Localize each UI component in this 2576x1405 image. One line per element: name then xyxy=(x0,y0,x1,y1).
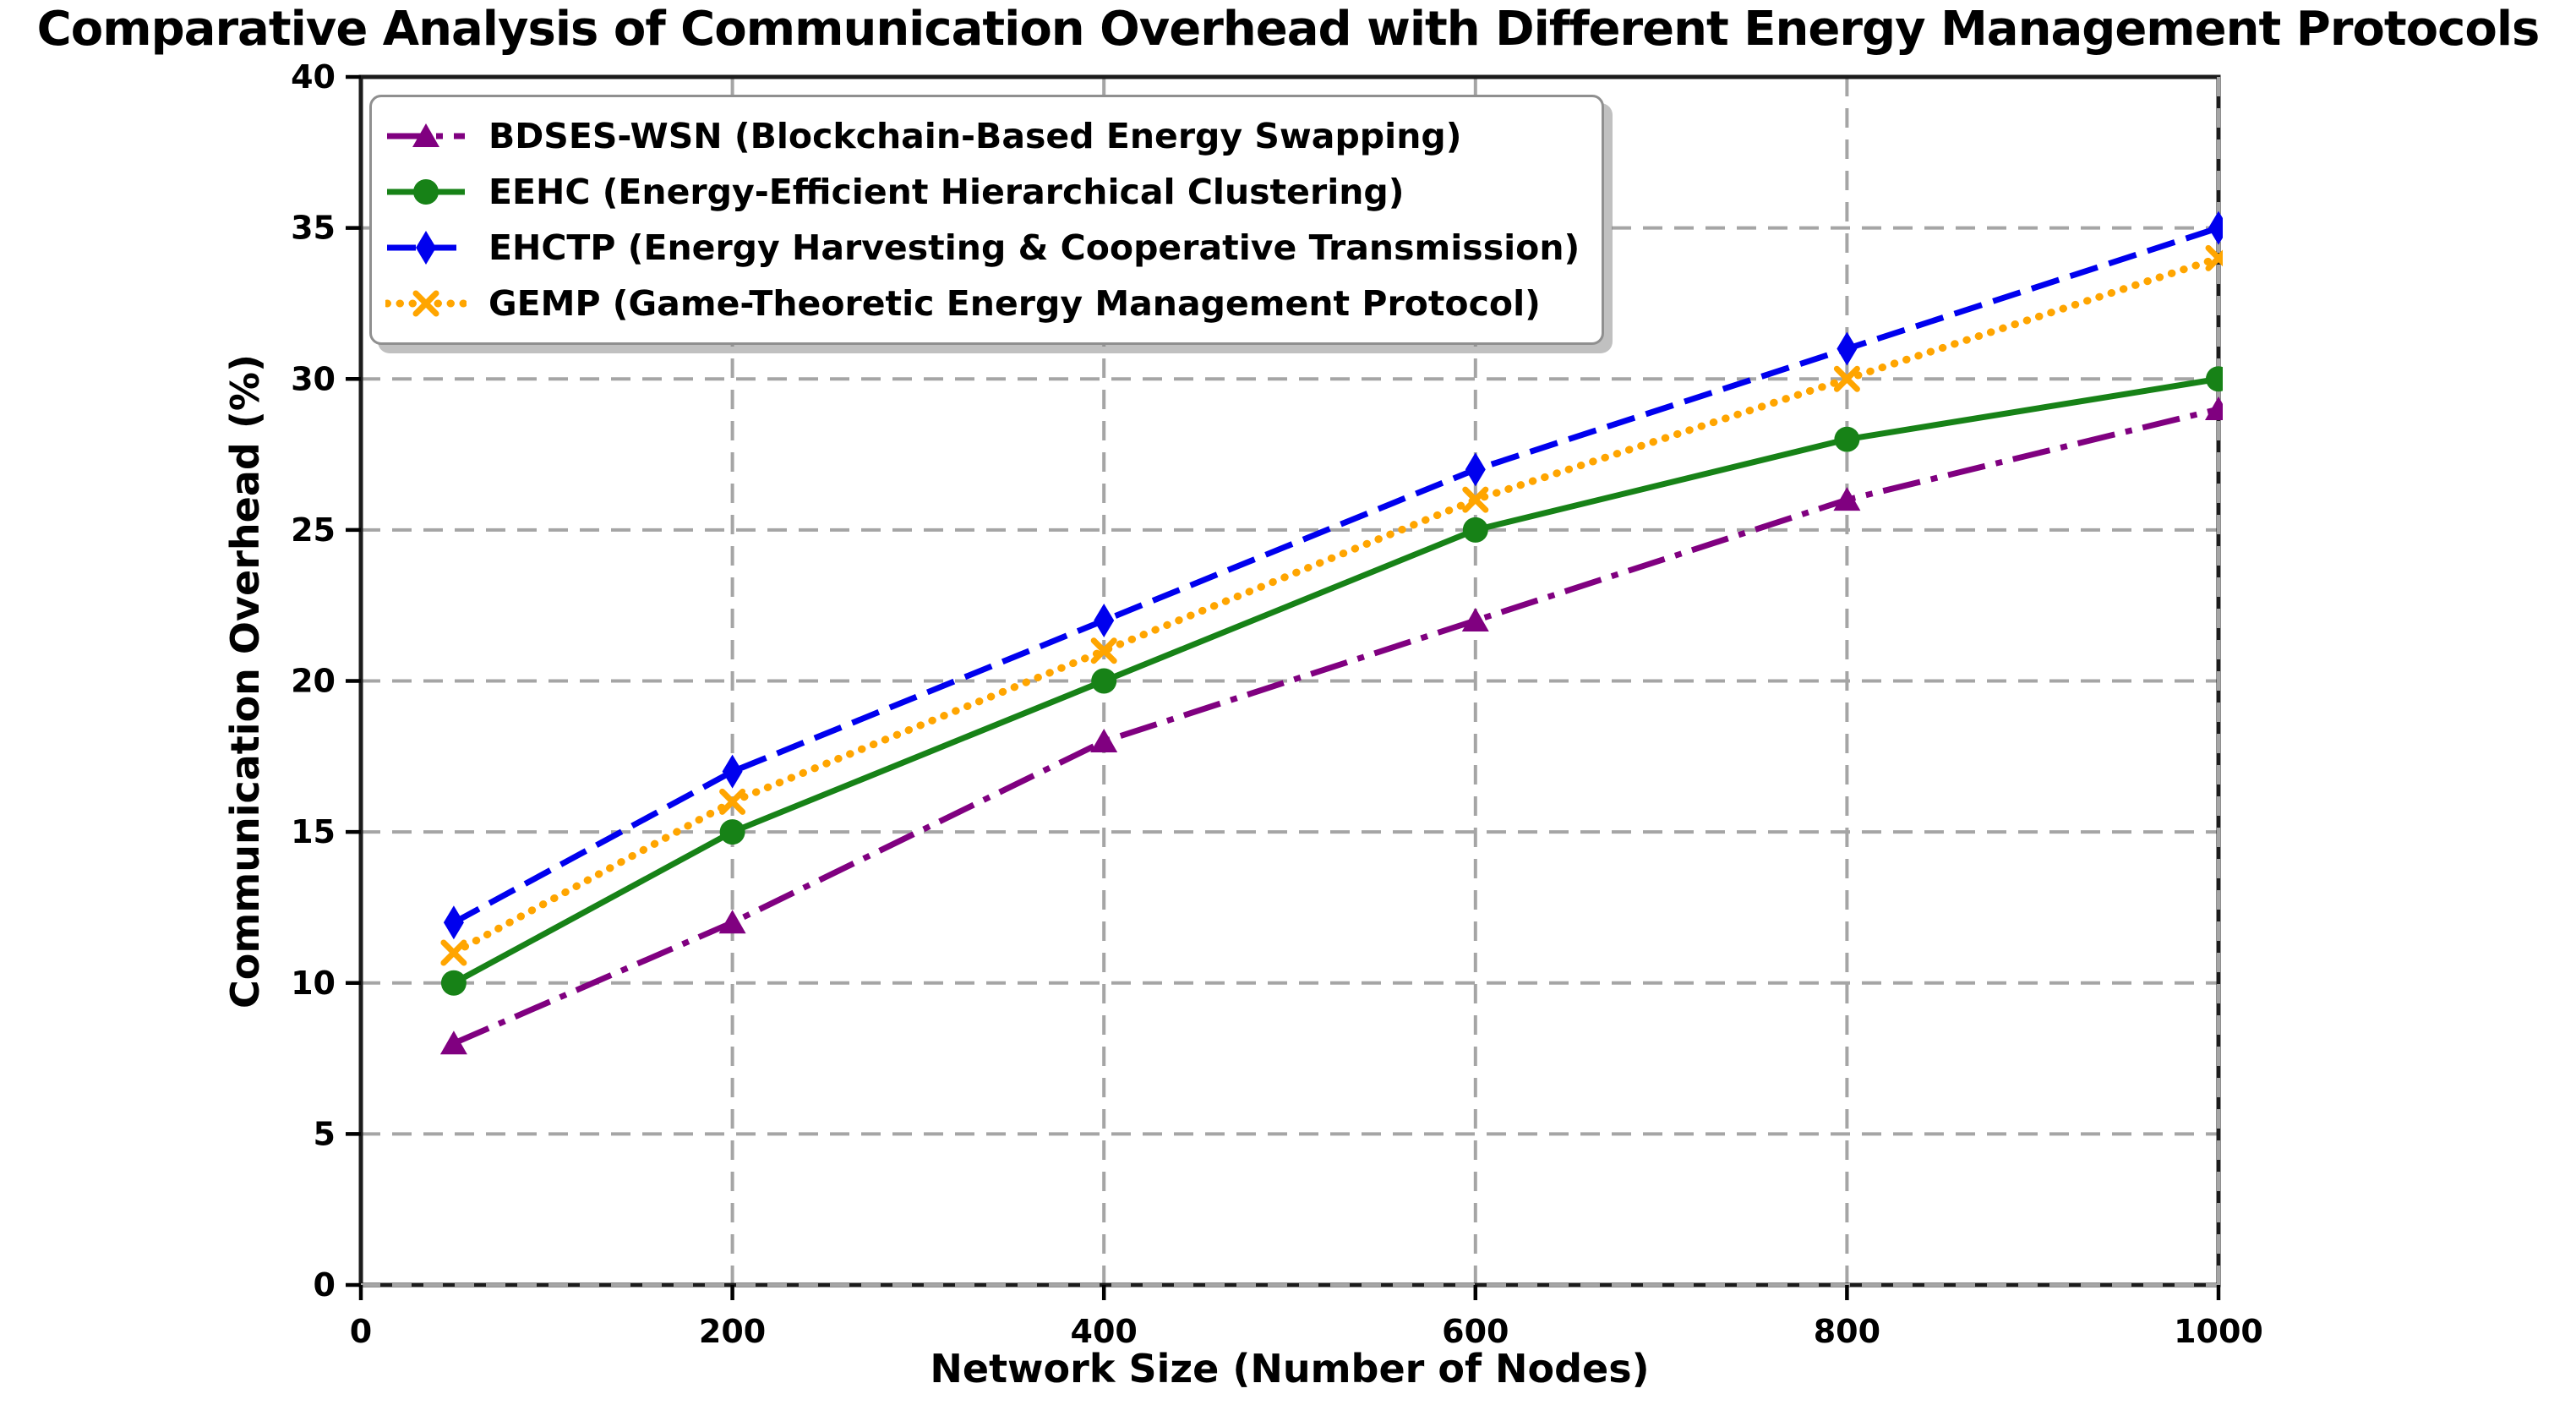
x-axis-label: Network Size (Number of Nodes) xyxy=(930,1346,1650,1391)
y-tick-label: 10 xyxy=(291,965,336,1002)
x-tick-label: 200 xyxy=(699,1313,766,1350)
y-axis-label: Communication Overhead (%) xyxy=(222,354,268,1009)
marker-diamond xyxy=(443,905,464,940)
marker-triangle xyxy=(2205,396,2223,420)
marker-diamond xyxy=(416,231,436,265)
y-tick-label: 20 xyxy=(291,663,336,700)
legend: BDSES-WSN (Blockchain-Based Energy Swapp… xyxy=(369,95,1605,345)
marker-circle xyxy=(1834,426,1860,452)
series-line-3 xyxy=(450,254,2223,957)
x-tick-label: 600 xyxy=(1442,1313,1509,1350)
y-tick-label: 5 xyxy=(314,1115,336,1152)
legend-item: BDSES-WSN (Blockchain-Based Energy Swapp… xyxy=(385,109,1580,163)
marker-circle xyxy=(413,179,439,205)
marker-circle xyxy=(2206,366,2223,392)
legend-item: EEHC (Energy-Efficient Hierarchical Clus… xyxy=(385,165,1580,219)
series-2 xyxy=(443,210,2223,940)
marker-x xyxy=(1462,486,1489,513)
marker-triangle xyxy=(1461,608,1489,632)
y-tick-label: 0 xyxy=(314,1266,336,1304)
x-tick-label: 400 xyxy=(1071,1313,1138,1350)
x-tick-label: 1000 xyxy=(2174,1313,2263,1350)
legend-label: EEHC (Energy-Efficient Hierarchical Clus… xyxy=(488,172,1405,212)
chart-title: Comparative Analysis of Communication Ov… xyxy=(36,2,2541,57)
marker-diamond xyxy=(2208,210,2223,245)
legend-line-sample-icon xyxy=(387,231,465,265)
legend-item: EHCTP (Energy Harvesting & Cooperative T… xyxy=(385,221,1580,275)
marker-x xyxy=(412,290,439,317)
series-3 xyxy=(440,244,2223,966)
marker-x xyxy=(2205,244,2223,271)
series-line-0 xyxy=(452,406,2219,1047)
marker-x xyxy=(440,939,467,966)
marker-circle xyxy=(440,970,467,996)
marker-triangle xyxy=(718,910,746,934)
marker-x xyxy=(719,788,746,815)
y-tick-label: 30 xyxy=(291,360,336,397)
x-tick-label: 800 xyxy=(1814,1313,1880,1350)
marker-x xyxy=(1833,365,1860,392)
marker-triangle xyxy=(439,1031,467,1055)
marker-diamond xyxy=(722,754,743,789)
legend-label: BDSES-WSN (Blockchain-Based Energy Swapp… xyxy=(488,116,1462,156)
legend-line-sample-icon xyxy=(387,179,465,205)
legend-item: GEMP (Game-Theoretic Energy Management P… xyxy=(385,276,1580,331)
axis-ticks: 0 200 400 600 800 1000 0 5 10 15 20 25 30 35 40 xyxy=(291,58,2263,1350)
legend-label: GEMP (Game-Theoretic Energy Management P… xyxy=(488,283,1541,324)
x-tick-label: 0 xyxy=(350,1313,372,1350)
legend-label: EHCTP (Energy Harvesting & Cooperative T… xyxy=(488,227,1580,268)
legend-line-sample-icon xyxy=(385,290,467,317)
series-0 xyxy=(439,396,2223,1055)
y-tick-label: 15 xyxy=(291,813,336,850)
marker-diamond xyxy=(1094,604,1115,638)
marker-circle xyxy=(1462,517,1488,543)
marker-diamond xyxy=(1465,452,1486,487)
y-tick-label: 35 xyxy=(291,210,336,247)
marker-diamond xyxy=(1836,331,1858,366)
series-1 xyxy=(440,366,2223,996)
series-line-1 xyxy=(452,375,2219,986)
marker-triangle xyxy=(1090,728,1118,752)
series-line-2 xyxy=(452,225,2220,926)
y-tick-label: 25 xyxy=(291,511,336,549)
y-tick-label: 40 xyxy=(291,58,336,96)
marker-circle xyxy=(1091,668,1117,694)
marker-triangle xyxy=(1833,487,1861,511)
marker-x xyxy=(1090,637,1117,664)
marker-triangle xyxy=(412,123,439,147)
marker-circle xyxy=(719,819,745,845)
legend-line-sample-icon xyxy=(387,123,465,147)
